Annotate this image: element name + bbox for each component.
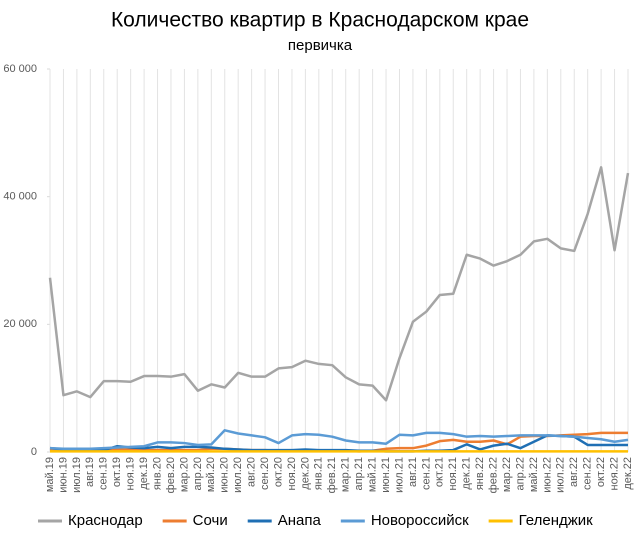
x-tick-label: авг.21 bbox=[407, 457, 419, 487]
legend-label: Анапа bbox=[278, 512, 322, 529]
x-tick-label: дек.19 bbox=[138, 457, 150, 490]
x-tick-label: июл.21 bbox=[393, 457, 405, 493]
x-tick-label: июн.21 bbox=[380, 457, 392, 493]
series-line bbox=[49, 434, 628, 453]
x-tick-label: апр.20 bbox=[192, 457, 204, 490]
x-tick-label: ноя.20 bbox=[286, 457, 298, 490]
y-tick-label: 40 000 bbox=[3, 191, 37, 203]
x-tick-label: июл.19 bbox=[71, 457, 83, 493]
legend-label: Новороссийск bbox=[371, 512, 469, 529]
legend-label: Краснодар bbox=[68, 512, 143, 529]
x-tick-label: июн.20 bbox=[219, 457, 231, 493]
x-tick-label: июл.22 bbox=[555, 457, 567, 493]
y-tick-label: 60 000 bbox=[3, 63, 37, 75]
x-tick-label: фев.21 bbox=[326, 457, 338, 493]
x-tick-label: апр.21 bbox=[353, 457, 365, 490]
chart-title: Количество квартир в Краснодарском крае bbox=[111, 9, 529, 32]
x-tick-label: мар.22 bbox=[501, 457, 513, 492]
legend-label: Сочи bbox=[193, 512, 228, 529]
series-line bbox=[49, 429, 629, 451]
x-tick-label: окт.19 bbox=[111, 457, 123, 487]
x-tick-label: янв.22 bbox=[474, 457, 486, 490]
x-tick-label: окт.22 bbox=[595, 457, 607, 487]
series-line bbox=[48, 166, 630, 402]
x-tick-label: ноя.19 bbox=[125, 457, 137, 490]
x-tick-label: окт.21 bbox=[434, 457, 446, 487]
x-tick-label: мар.21 bbox=[340, 457, 352, 492]
grid bbox=[47, 68, 629, 453]
chart-subtitle: первичка bbox=[288, 37, 353, 54]
legend-label: Геленджик bbox=[519, 512, 594, 529]
x-tick-label: дек.21 bbox=[461, 457, 473, 490]
y-tick-label: 0 bbox=[31, 446, 37, 458]
x-tick-label: дек.20 bbox=[299, 457, 311, 490]
x-tick-label: ноя.22 bbox=[608, 457, 620, 490]
x-tick-label: авг.19 bbox=[84, 457, 96, 487]
y-tick-label: 20 000 bbox=[3, 318, 37, 330]
lines bbox=[48, 166, 630, 453]
x-tick-label: июн.19 bbox=[57, 457, 69, 493]
x-tick-label: дек.22 bbox=[622, 457, 634, 490]
x-tick-label: июл.20 bbox=[232, 457, 244, 493]
x-tick-label: май.21 bbox=[367, 457, 379, 492]
x-tick-label: фев.20 bbox=[165, 457, 177, 493]
x-tick-label: май.19 bbox=[44, 457, 56, 492]
x-tick-label: янв.20 bbox=[151, 457, 163, 490]
x-tick-label: сен.22 bbox=[582, 457, 594, 490]
legend: Краснодар Сочи Анапа Новороссийск Геленджик bbox=[38, 512, 593, 529]
x-tick-label: сен.20 bbox=[259, 457, 271, 490]
x-tick-label: сен.21 bbox=[420, 457, 432, 490]
x-tick-label: окт.20 bbox=[272, 457, 284, 487]
x-tick-label: авг.20 bbox=[246, 457, 258, 487]
x-tick-label: сен.19 bbox=[98, 457, 110, 490]
x-tick-label: июн.22 bbox=[541, 457, 553, 493]
x-tick-label: мар.20 bbox=[178, 457, 190, 492]
x-tick-label: янв.21 bbox=[313, 457, 325, 490]
x-tick-label: фев.22 bbox=[487, 457, 499, 493]
x-tick-label: май.22 bbox=[528, 457, 540, 492]
x-tick-label: апр.22 bbox=[514, 457, 526, 490]
x-tick-label: май.20 bbox=[205, 457, 217, 492]
x-tick-label: ноя.21 bbox=[447, 457, 459, 490]
x-tick-label: авг.22 bbox=[568, 457, 580, 487]
